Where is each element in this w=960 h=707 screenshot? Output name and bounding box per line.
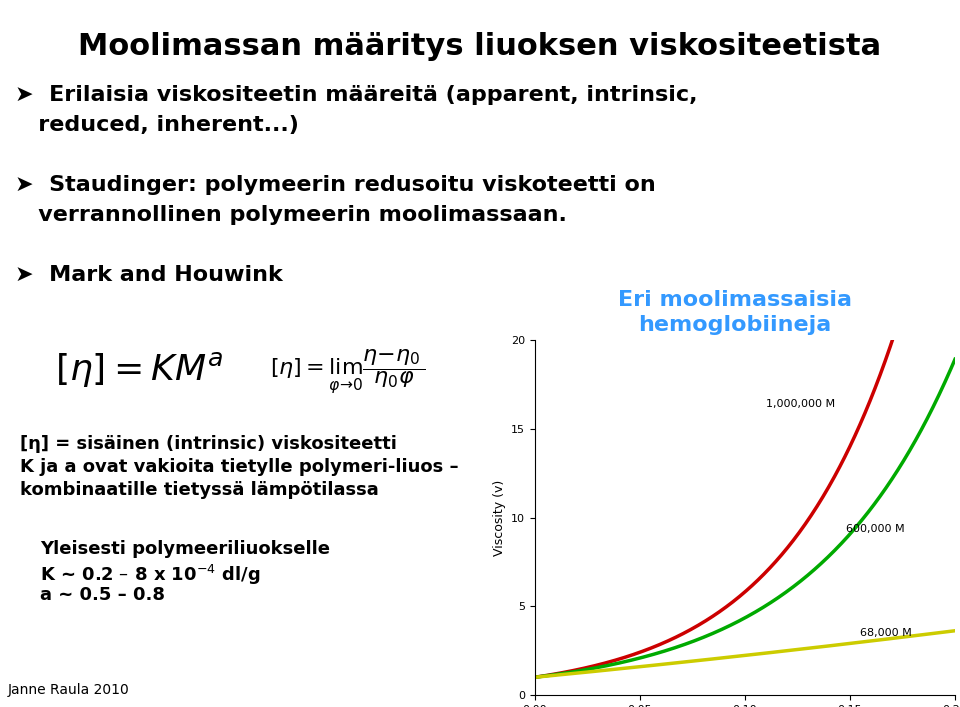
Text: ➤  Erilaisia viskositeetin määreitä (apparent, intrinsic,: ➤ Erilaisia viskositeetin määreitä (appa… [15, 85, 698, 105]
Text: K ~ 0.2 – 8 x 10$^{-4}$ dl/g: K ~ 0.2 – 8 x 10$^{-4}$ dl/g [40, 563, 260, 587]
Text: kombinaatille tietyssä lämpötilassa: kombinaatille tietyssä lämpötilassa [20, 481, 379, 499]
Text: Moolimassan määritys liuoksen viskositeetista: Moolimassan määritys liuoksen viskositee… [79, 32, 881, 61]
Text: Eri moolimassaisia: Eri moolimassaisia [618, 290, 852, 310]
Text: $[\eta] = \lim_{\varphi \to 0} \dfrac{\eta - \eta_0}{\eta_0 \varphi}$: $[\eta] = \lim_{\varphi \to 0} \dfrac{\e… [270, 348, 426, 397]
Text: Yleisesti polymeeriliuokselle: Yleisesti polymeeriliuokselle [40, 540, 330, 558]
Text: 1,000,000 M: 1,000,000 M [766, 399, 835, 409]
Y-axis label: Viscosity (v): Viscosity (v) [492, 479, 506, 556]
Text: 9: 9 [939, 678, 952, 697]
Text: [η] = sisäinen (intrinsic) viskositeetti: [η] = sisäinen (intrinsic) viskositeetti [20, 435, 396, 453]
Text: Janne Raula 2010: Janne Raula 2010 [8, 683, 130, 697]
Text: verrannollinen polymeerin moolimassaan.: verrannollinen polymeerin moolimassaan. [15, 205, 566, 225]
Text: $[\eta] = KM^a$: $[\eta] = KM^a$ [55, 350, 224, 389]
Text: 600,000 M: 600,000 M [846, 524, 904, 534]
Text: hemoglobiineja: hemoglobiineja [638, 315, 831, 335]
Text: ➤  Mark and Houwink: ➤ Mark and Houwink [15, 265, 283, 285]
Text: ➤  Staudinger: polymeerin redusoitu viskoteetti on: ➤ Staudinger: polymeerin redusoitu visko… [15, 175, 656, 195]
Text: reduced, inherent...): reduced, inherent...) [15, 115, 299, 135]
Text: a ~ 0.5 – 0.8: a ~ 0.5 – 0.8 [40, 586, 165, 604]
Text: 68,000 M: 68,000 M [860, 629, 912, 638]
Text: K ja a ovat vakioita tietylle polymeri-liuos –: K ja a ovat vakioita tietylle polymeri-l… [20, 458, 459, 476]
